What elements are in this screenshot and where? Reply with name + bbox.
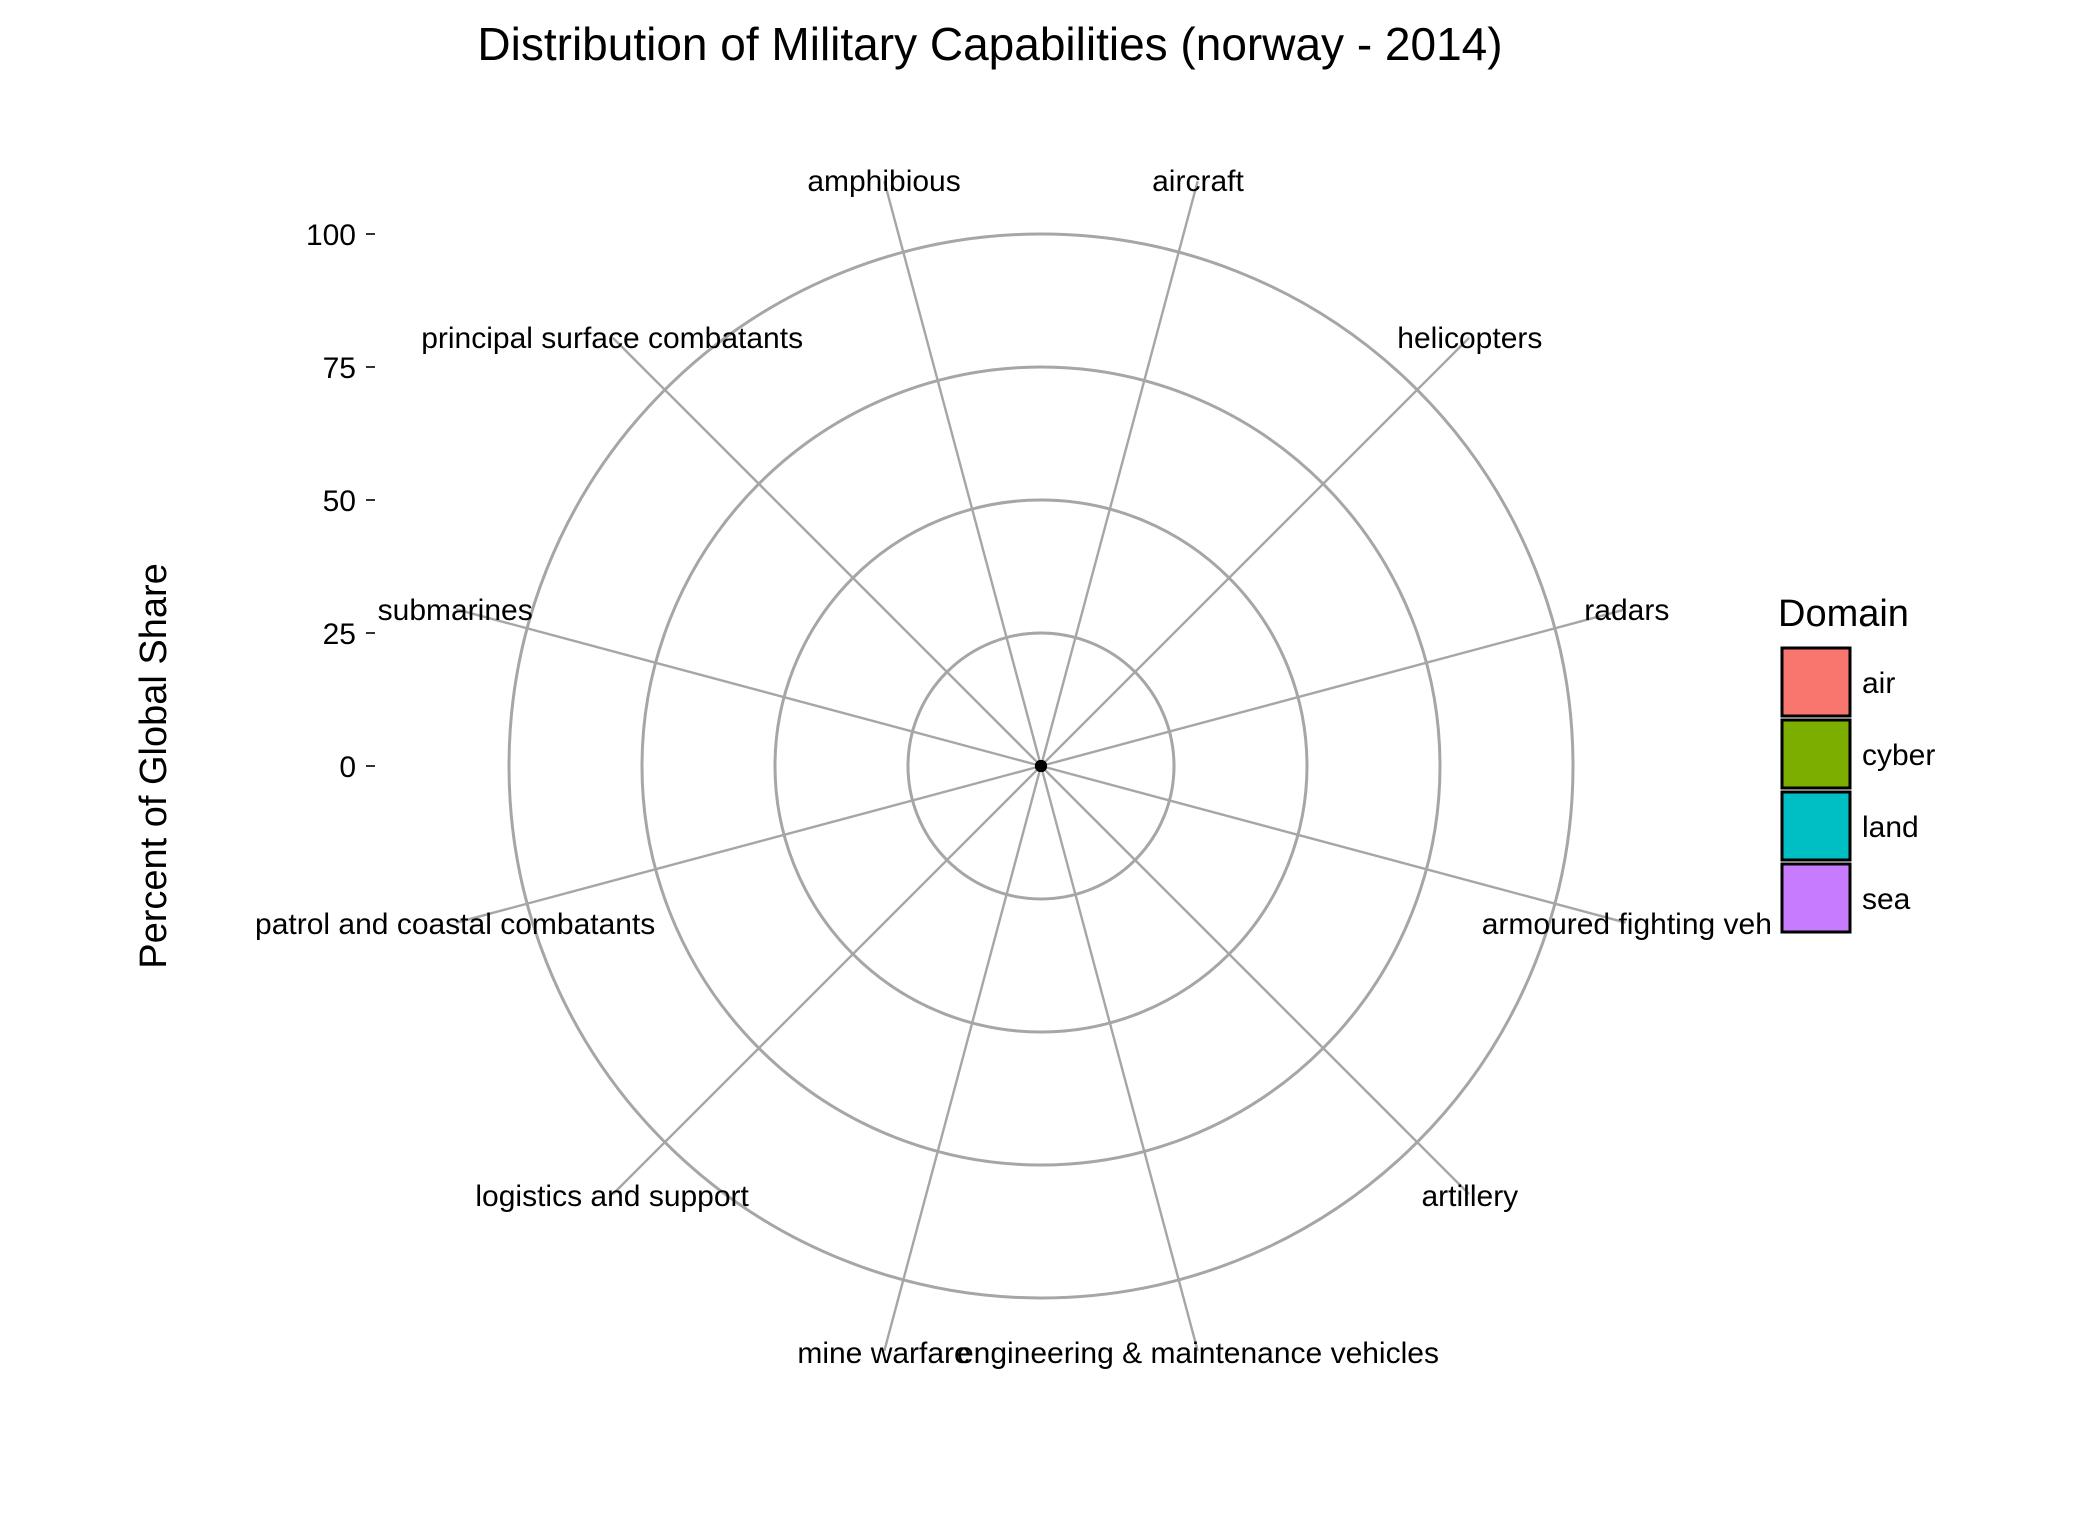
category-label-mine-warfare: mine warfare bbox=[797, 1337, 970, 1370]
category-label-submarines: submarines bbox=[378, 594, 533, 627]
legend: Domain air cyber land sea bbox=[1778, 593, 1935, 934]
legend-label-air: air bbox=[1862, 667, 1895, 700]
legend-key-sea bbox=[1780, 862, 1852, 934]
spoke-aircraft bbox=[1039, 180, 1199, 767]
y-tick-label-50: 50 bbox=[323, 485, 356, 518]
spoke-radars bbox=[1040, 608, 1627, 768]
grid-circle-75 bbox=[640, 365, 1442, 1167]
chart-title: Distribution of Military Capabilities (n… bbox=[477, 18, 1502, 70]
category-label-radars: radars bbox=[1584, 594, 1669, 627]
spoke-mine-warfare bbox=[883, 765, 1043, 1352]
grid-circle-50 bbox=[773, 498, 1309, 1034]
y-tick-label-25: 25 bbox=[323, 618, 356, 651]
category-label-patrol-and-coastal-combatants: patrol and coastal combatants bbox=[255, 908, 655, 941]
spoke-helicopters bbox=[1040, 337, 1470, 767]
legend-label-cyber: cyber bbox=[1862, 739, 1935, 772]
category-label-principal-surface-combatants: principal surface combatants bbox=[421, 322, 803, 355]
y-axis-label: Percent of Global Share bbox=[133, 563, 175, 969]
category-label-armoured-fighting-veh: armoured fighting veh bbox=[1482, 908, 1772, 941]
y-tick-label-0: 0 bbox=[339, 751, 356, 784]
legend-title: Domain bbox=[1778, 593, 1909, 635]
category-labels: aircraft helicopters radars armoured fighti… bbox=[255, 165, 1772, 1370]
category-label-artillery: artillery bbox=[1422, 1180, 1519, 1213]
spoke-engineering-and-maintenance-vehicles bbox=[1039, 765, 1199, 1352]
spoke-patrol-and-coastal-combatants bbox=[455, 764, 1042, 924]
grid-circle-25 bbox=[906, 631, 1176, 901]
y-tick-label-75: 75 bbox=[323, 352, 356, 385]
spoke-submarines bbox=[455, 608, 1042, 768]
category-label-helicopters: helicopters bbox=[1397, 322, 1542, 355]
legend-key-land bbox=[1780, 790, 1852, 862]
spoke-armoured-fighting-veh bbox=[1040, 764, 1627, 924]
legend-key-cyber bbox=[1780, 718, 1852, 790]
spoke-principal-surface-combatants bbox=[612, 337, 1042, 767]
radial-grid bbox=[455, 180, 1627, 1352]
category-label-amphibious: amphibious bbox=[807, 165, 960, 198]
y-tick-label-100: 100 bbox=[306, 219, 356, 252]
y-axis: 0 25 50 75 100 bbox=[306, 219, 375, 784]
category-label-aircraft: aircraft bbox=[1152, 165, 1244, 198]
category-label-engineering-and-maintenance-vehicles: engineering & maintenance vehicles bbox=[957, 1337, 1439, 1370]
legend-key-air bbox=[1780, 646, 1852, 718]
grid-circle-100 bbox=[507, 232, 1575, 1300]
legend-label-land: land bbox=[1862, 811, 1919, 844]
spoke-amphibious bbox=[883, 180, 1043, 767]
spoke-logistics-and-support bbox=[612, 765, 1042, 1195]
legend-label-sea: sea bbox=[1862, 883, 1911, 916]
category-label-logistics-and-support: logistics and support bbox=[475, 1180, 749, 1213]
data-points bbox=[1035, 760, 1047, 772]
point-amphibious bbox=[1035, 760, 1047, 772]
spoke-artillery bbox=[1040, 765, 1470, 1195]
